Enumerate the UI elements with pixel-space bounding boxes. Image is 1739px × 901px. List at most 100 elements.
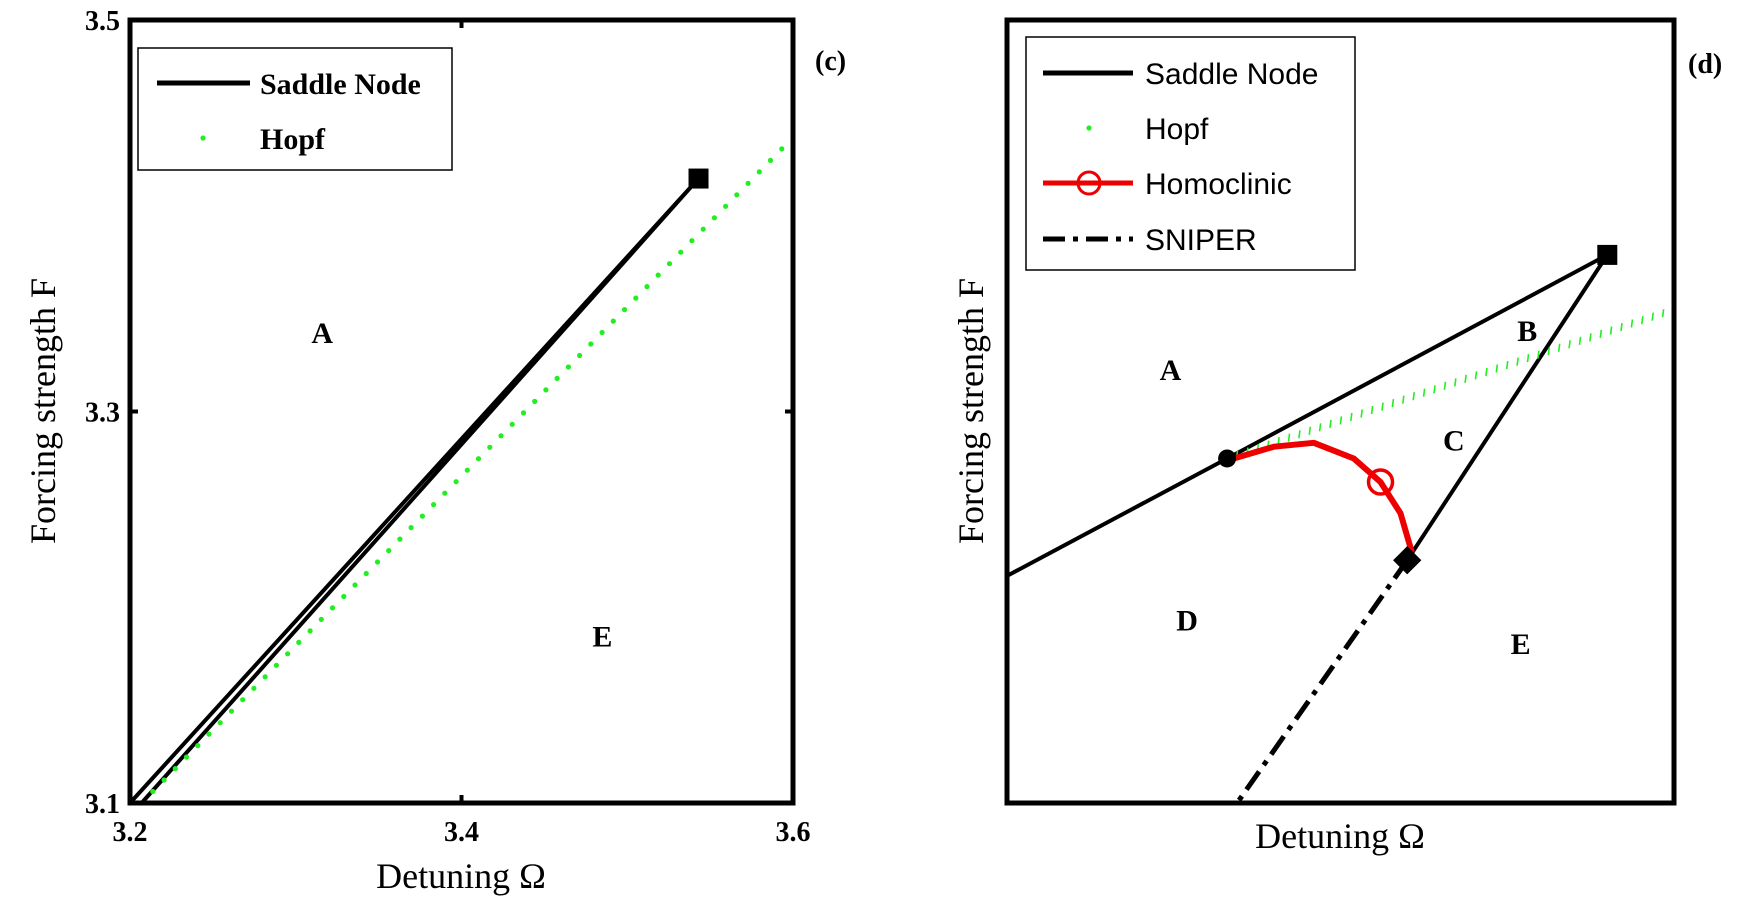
panel-d-legend-hopf-label: Hopf: [1145, 113, 1209, 146]
panel-c-hopf-dot: [341, 593, 347, 600]
panel-c-hopf-dot: [262, 674, 268, 680]
panel-c-region-label-a: A: [311, 317, 333, 350]
panel-d-hopf-dot: [1318, 423, 1322, 432]
panel-d-hopf-dot: [1651, 312, 1654, 321]
panel-c-hopf-dot: [588, 341, 594, 347]
panel-d-hopf-dot: [1391, 399, 1395, 408]
panel-c-hopf-dot: [756, 169, 762, 175]
panel-d-hopf-dot: [1547, 347, 1551, 356]
panel-c-hopf-dot: [509, 421, 515, 427]
panel-d-hopf-dot: [1433, 385, 1436, 394]
panel-c-legend-saddle-node-label: Saddle Node: [260, 68, 421, 101]
panel-c-legend-hopf-label: Hopf: [260, 123, 326, 156]
panel-d-hopf-dot: [1329, 419, 1332, 428]
panel-c-hopf-dot: [318, 616, 324, 623]
panel-d-saddle-node-curve: [1006, 252, 1610, 578]
panel-c-ticks: 3.2 3.4 3.6 3.1 3.3 3.5: [85, 6, 811, 848]
panel-c-hopf-dot: [520, 410, 527, 416]
panel-d-region-label-c: C: [1443, 425, 1465, 458]
panel-d-ylabel: Forcing strength F: [951, 278, 991, 544]
panel-c-hopf-dot: [532, 398, 538, 404]
panel-c-hopf-dot: [172, 766, 178, 772]
panel-c-hopf-dot: [711, 215, 718, 221]
panel-d-hopf-dot: [1568, 340, 1571, 349]
panel-c-hopf-dot: [251, 685, 257, 691]
panel-d-region-labels: A B C D E: [1160, 315, 1538, 661]
panel-c-hopf-dot: [577, 352, 583, 359]
panel-c-hopf-dot: [397, 536, 403, 542]
panel-c-hopf-dot: [767, 157, 774, 163]
panel-d-hopf-dot: [1495, 364, 1499, 373]
panel-d-marker-diamond: [1393, 546, 1422, 575]
panel-d-region-label-b: B: [1517, 315, 1537, 348]
panel-c-hopf-dot: [296, 639, 302, 646]
panel-c-hopf-dot: [329, 605, 336, 611]
panel-c-region-labels: AE: [311, 317, 612, 653]
panel-d-xlabel: Detuning Ω: [1255, 816, 1425, 856]
panel-c-hopf-dot: [431, 502, 437, 508]
panel-c-hopf-dot: [183, 754, 190, 760]
panel-d-marker-circle-open: [1366, 468, 1395, 496]
panel-c-hopf-dot: [745, 180, 751, 186]
panel-d-sniper-curve: [1235, 558, 1410, 805]
panel-c-hopf-dot: [723, 203, 729, 209]
panel-c-hopf-dot: [161, 777, 167, 783]
panel-c-hopf-dot: [273, 662, 279, 668]
panel-c-hopf-dot: [453, 479, 459, 485]
panel-d-hopf-dot: [1661, 309, 1665, 318]
panel-c-hopf-dot: [644, 284, 650, 290]
panel-c-xlabel: Detuning Ω: [376, 856, 546, 896]
panel-d-hopf-dot: [1360, 409, 1363, 418]
panel-d-legend-saddle-node-label: Saddle Node: [1145, 58, 1318, 91]
panel-c-legend: Saddle Node Hopf: [137, 47, 453, 171]
panel-d-hopf-dot: [1308, 426, 1312, 435]
panel-d-hopf-dot: [1485, 367, 1488, 377]
panel-c-hopf-dot: [352, 582, 358, 588]
panel-c-hopf-dot: [408, 525, 414, 531]
panel-d-hopf-dot: [1443, 381, 1447, 390]
panel-c-hopf-dot: [240, 697, 246, 703]
panel-c-hopf-dot: [666, 261, 673, 267]
panel-c-hopf-dot: [599, 329, 605, 336]
panel-d-hopf-dot: [1578, 336, 1582, 345]
panel-c-marker-square: [688, 168, 709, 189]
panel-d-hopf-dot: [1609, 326, 1613, 335]
panel-c-hopf-dot: [779, 146, 785, 152]
panel-c-hopf-dot: [307, 628, 313, 634]
panel-c-hopf-curve: [139, 134, 796, 806]
panel-c-legend-box: [137, 47, 453, 171]
panel-d-hopf-dot: [1298, 430, 1301, 439]
panel-c-hopf-dot: [565, 364, 572, 370]
panel-c-region-label-e: E: [592, 620, 612, 653]
panel-c-hopf-dot: [734, 192, 740, 198]
panel-d-hopf-dot: [1589, 333, 1592, 342]
panel-d-hopf-dot: [1516, 357, 1519, 366]
panel-d-plot-area: A B C D E: [1006, 244, 1675, 805]
panel-d-legend-box: [1025, 36, 1356, 271]
panel-d-hopf-dot: [1339, 416, 1343, 425]
panel-d-hopf-dot: [1620, 322, 1623, 332]
panel-c-series: [128, 134, 796, 806]
panel-c: AE 3.2 3.4 3.63.13.33.5 (c) Detuning Ω For…: [23, 6, 846, 896]
panel-d-hopf-dot: [1630, 319, 1634, 328]
panel-d-hopf-dot: [1641, 316, 1644, 325]
panel-c-xtick-label: 3.6: [776, 817, 811, 848]
panel-d-hopf-dot: [1402, 395, 1405, 404]
panel-c-hopf-dot: [195, 743, 201, 749]
panel-c-hopf-dot: [386, 548, 392, 554]
panel-d-legend-sniper-label: SNIPER: [1145, 224, 1257, 257]
panel-c-hopf-dot: [475, 456, 482, 462]
panel-c-hopf-dot: [543, 387, 549, 393]
panel-d-hopf-dot: [1287, 433, 1291, 442]
panel-c-hopf-dot: [678, 249, 684, 255]
panel-d-hopf-dot: [1464, 374, 1467, 383]
panel-d-hopf-dot: [1537, 350, 1540, 359]
panel-d-hopf-dot: [1454, 378, 1457, 387]
panel-c-hopf-dot: [442, 490, 448, 496]
panel-d-region-label-d: D: [1176, 605, 1198, 638]
panel-c-saddle-node-curve: [128, 176, 701, 805]
panel-c-hopf-dot: [700, 226, 706, 232]
panel-c-hopf-dot: [610, 318, 616, 324]
panel-c-hopf-dot: [206, 731, 212, 737]
